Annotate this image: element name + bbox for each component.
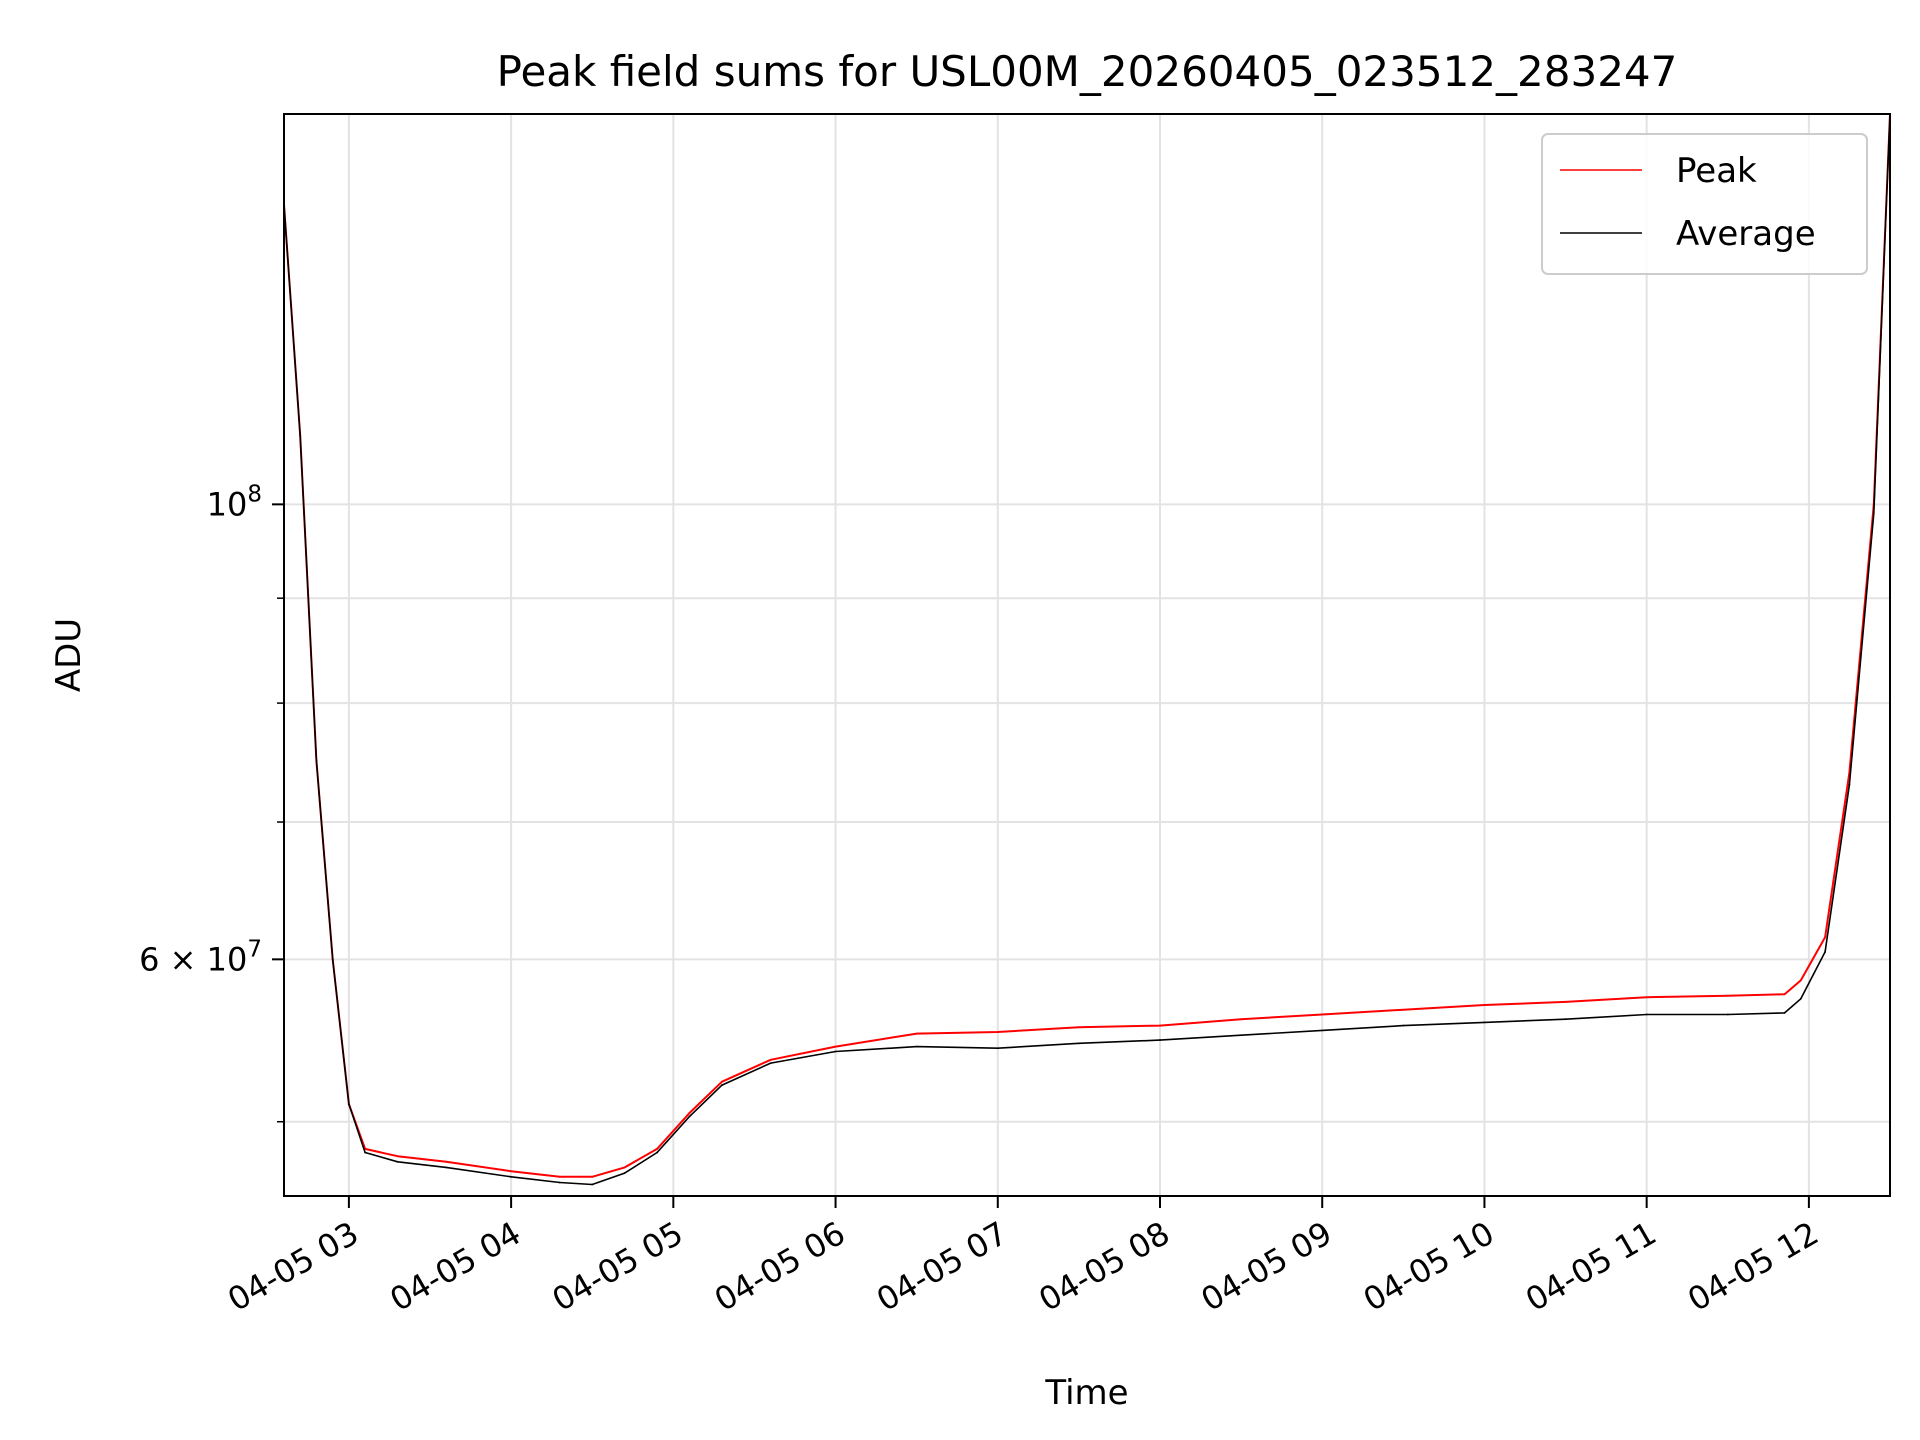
- data-point-average: [347, 1103, 350, 1105]
- data-point-average: [591, 1183, 594, 1186]
- data-point-average: [1159, 1039, 1161, 1041]
- data-point-peak: [1799, 979, 1802, 982]
- y-tick-exponent: 7: [247, 936, 262, 962]
- data-point-peak: [1159, 1024, 1161, 1027]
- data-point-peak: [1783, 993, 1786, 996]
- data-point-peak: [721, 1080, 723, 1083]
- data-point-average: [1848, 783, 1851, 786]
- series-line-peak: [284, 114, 1890, 1178]
- y-tick-label: 6 × 107: [139, 936, 262, 978]
- data-point-peak: [1483, 1004, 1486, 1006]
- series-layer: [284, 114, 1890, 1186]
- data-point-average: [1483, 1021, 1486, 1024]
- data-point-average: [299, 434, 302, 437]
- plot-area-frame: [283, 113, 1891, 1197]
- data-point-peak: [688, 1111, 691, 1114]
- data-point-average: [1240, 1034, 1243, 1037]
- data-point-peak: [591, 1175, 594, 1178]
- legend-label-average: Average: [1676, 214, 1816, 254]
- data-point-average: [1321, 1029, 1324, 1032]
- data-point-average: [1783, 1011, 1786, 1014]
- data-point-peak: [769, 1058, 772, 1061]
- data-point-peak: [1564, 1001, 1567, 1003]
- data-point-average: [445, 1166, 448, 1169]
- data-point-peak: [396, 1155, 399, 1158]
- data-point-peak: [445, 1160, 448, 1163]
- data-point-peak: [1321, 1013, 1324, 1016]
- data-point-peak: [623, 1166, 626, 1169]
- data-point-average: [915, 1045, 918, 1048]
- data-point-average: [1645, 1013, 1648, 1016]
- y-tick-mantissa: 10: [207, 485, 248, 523]
- data-point-average: [558, 1181, 561, 1184]
- data-point-average: [1872, 512, 1875, 515]
- data-point-peak: [1726, 994, 1729, 997]
- data-point-average: [769, 1062, 772, 1065]
- data-point-peak: [834, 1045, 837, 1048]
- data-point-peak: [1402, 1008, 1405, 1011]
- data-point-average: [721, 1084, 723, 1086]
- data-point-average: [996, 1047, 999, 1050]
- legend: Peak Average: [1541, 133, 1868, 275]
- data-point-average: [1402, 1024, 1405, 1027]
- legend-label-peak: Peak: [1676, 151, 1757, 191]
- x-axis-label: Time: [1044, 1373, 1128, 1413]
- data-point-peak: [1077, 1026, 1080, 1029]
- y-axis-label: ADU: [49, 618, 89, 692]
- data-point-average: [315, 759, 318, 762]
- data-point-average: [656, 1151, 659, 1154]
- data-point-average: [623, 1172, 626, 1174]
- data-point-peak: [510, 1170, 513, 1173]
- y-tick-exponent: 8: [247, 481, 262, 507]
- data-point-average: [688, 1115, 691, 1118]
- y-tick-label: 108: [207, 481, 262, 523]
- data-point-average: [510, 1175, 513, 1178]
- y-tick-mantissa: 6 × 10: [139, 940, 247, 978]
- data-point-peak: [915, 1032, 918, 1035]
- data-point-average: [331, 958, 334, 961]
- data-point-peak: [1645, 996, 1648, 999]
- data-point-average: [1564, 1018, 1567, 1021]
- data-point-average: [1726, 1013, 1729, 1016]
- chart-title: Peak field sums for USL00M_20260405_0235…: [497, 47, 1678, 96]
- grid: [284, 114, 1890, 1196]
- legend-box: [1541, 133, 1868, 275]
- data-point-peak: [1240, 1018, 1243, 1021]
- data-point-average: [396, 1160, 399, 1163]
- data-point-average: [1824, 951, 1827, 953]
- data-point-peak: [1824, 936, 1827, 939]
- data-point-average: [834, 1050, 837, 1053]
- data-point-average: [1077, 1042, 1080, 1045]
- data-point-average: [364, 1151, 367, 1154]
- data-point-peak: [558, 1175, 561, 1178]
- data-point-peak: [656, 1147, 659, 1150]
- data-point-peak: [996, 1031, 999, 1033]
- data-point-average: [1799, 997, 1802, 1000]
- series-line-average: [284, 114, 1890, 1186]
